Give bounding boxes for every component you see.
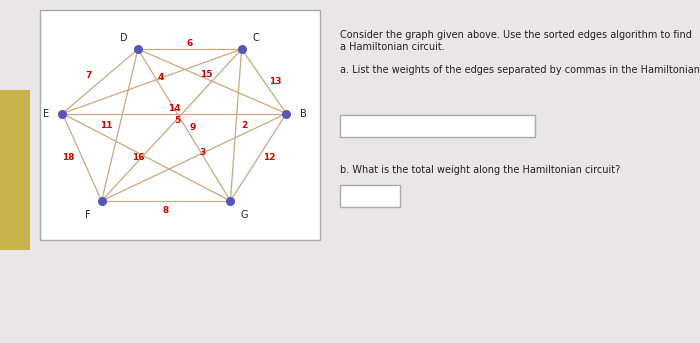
Bar [40, 10, 320, 240]
Text: 3: 3 [199, 148, 206, 157]
Text: Consider the graph given above. Use the sorted edges algorithm to find a Hamilto: Consider the graph given above. Use the … [340, 30, 692, 51]
Text: 13: 13 [269, 77, 281, 86]
Bar [340, 115, 535, 137]
Text: 6: 6 [187, 39, 193, 48]
Text: 7: 7 [86, 71, 92, 80]
Text: E: E [43, 108, 49, 118]
Text: 4: 4 [158, 73, 164, 82]
Text: G: G [241, 210, 248, 220]
Bar [340, 185, 400, 207]
Text: 9: 9 [190, 123, 196, 132]
Text: 8: 8 [163, 205, 169, 215]
Text: D: D [120, 33, 128, 43]
Text: F: F [85, 210, 90, 220]
Text: C: C [252, 33, 259, 43]
Text: 2: 2 [241, 120, 248, 130]
Bar [0, 90, 30, 250]
Text: 15: 15 [200, 70, 213, 79]
Text: 11: 11 [99, 120, 112, 130]
Text: 14: 14 [168, 104, 181, 114]
Text: 16: 16 [132, 153, 144, 162]
Text: B: B [300, 108, 307, 118]
Text: b. What is the total weight along the Hamiltonian circuit?: b. What is the total weight along the Ha… [340, 165, 620, 175]
Text: a. List the weights of the edges separated by commas in the Hamiltonian circuit : a. List the weights of the edges separat… [340, 65, 700, 75]
Text: 12: 12 [263, 153, 276, 162]
Text: 5: 5 [174, 116, 181, 125]
Text: 18: 18 [62, 153, 74, 162]
